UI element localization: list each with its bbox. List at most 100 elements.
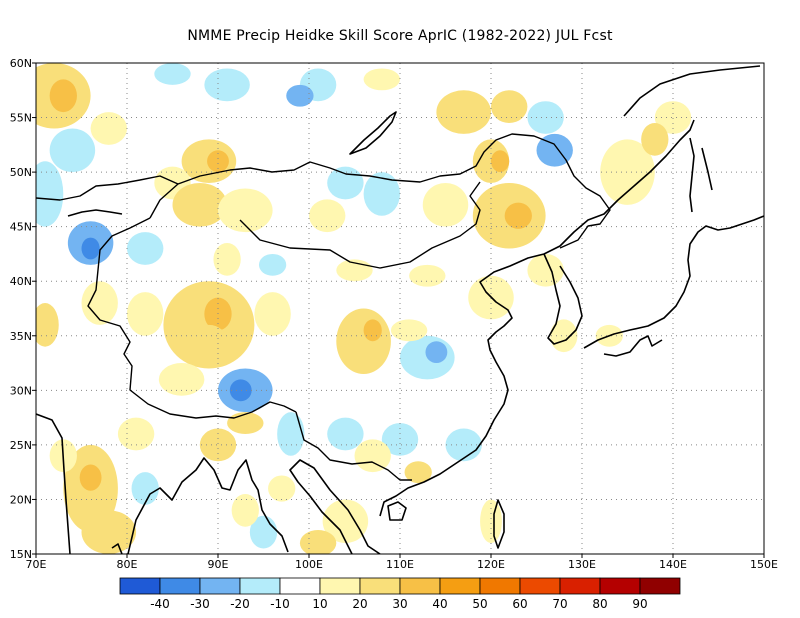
colorbar-label: 20 [352,597,367,611]
coastline-sri-lanka [111,543,123,554]
longitude-tick: 130E [568,558,596,571]
skill-patch [327,166,364,200]
skill-patch [536,133,573,167]
skill-patch [390,319,428,342]
skill-patch [654,101,692,134]
skill-patch [36,161,64,227]
skill-patch [363,172,400,216]
coastline-mainland [36,119,695,554]
skill-patch [81,281,118,325]
skill-patch [527,101,564,134]
skill-patch [190,324,228,358]
latitude-tick-labels: 15N 20N 25N 30N 35N 40N 45N 50N 55N 60N [10,57,36,561]
colorbar-swatch [599,577,641,595]
colorbar-swatch [519,577,561,595]
skill-patch [354,439,391,473]
colorbar-swatch [279,577,321,595]
skill-patch [381,423,419,456]
colorbar-label: 80 [592,597,607,611]
skill-score-field [36,63,692,554]
skill-patch [231,493,259,527]
latitude-tick: 40N [10,275,32,288]
longitude-tick: 90E [208,558,229,571]
skill-patch [158,363,205,396]
latitude-tick: 60N [10,57,32,70]
coastline-taiwan [493,499,505,549]
skill-patch [600,139,655,205]
skill-patch [363,319,382,342]
colorbar-label: -30 [190,597,210,611]
skill-patch [199,428,237,462]
coastline-okhotsk [623,65,761,117]
skill-patch [422,183,469,227]
skill-patch [491,90,528,124]
colorbar-label: 30 [392,597,407,611]
colorbar-label: -40 [150,597,170,611]
colorbar-swatch [359,577,401,595]
colorbar-label: 40 [432,597,447,611]
skill-patch [204,68,250,102]
border-southwest [295,411,412,481]
country-borders [36,133,611,481]
skill-patch [309,199,346,233]
latitude-tick: 20N [10,493,32,506]
skill-patch [213,243,241,276]
skill-patch [363,68,400,91]
skill-patch [49,79,77,113]
skill-patch [131,472,159,505]
skill-patch [641,123,669,156]
border-kazakh [36,175,179,201]
border-mongolia-south [239,181,481,269]
lake-balkhash [67,209,123,217]
skill-patch [154,63,191,85]
skill-patch [327,417,364,451]
skill-patch [299,529,337,554]
skill-patch [527,253,564,287]
longitude-tick: 120E [477,558,505,571]
skill-patch [81,237,100,260]
colorbar-swatch [399,577,441,595]
colorbar-label: 70 [552,597,567,611]
coastline-hainan [387,501,407,521]
colorbar-label: 50 [472,597,487,611]
skill-patch [207,150,229,173]
longitude-tick: 110E [386,558,414,571]
lake-baikal [349,111,397,155]
longitude-tick: 80E [117,558,138,571]
skill-patch [436,90,492,134]
colorbar-label: -10 [270,597,290,611]
skill-patch [258,253,287,276]
skill-patch [254,292,291,336]
skill-patch [81,510,137,554]
skill-patch [218,188,273,233]
colorbar-swatch [119,577,161,595]
map-title: NMME Precip Heidke Skill Score AprIC (19… [187,28,613,44]
skill-patch [49,128,96,173]
colorbar-swatch [239,577,281,595]
longitude-tick-labels: 70E 80E 90E 100E 110E 120E 130E 140E 150E [26,554,778,571]
skill-patch [286,84,314,107]
colorbar-label: 60 [512,597,527,611]
skill-patch [491,150,510,173]
skill-patch [480,499,502,544]
skill-patch [227,412,264,434]
skill-patch [79,464,102,491]
latitude-tick: 50N [10,166,32,179]
latitude-tick: 15N [10,548,32,561]
border-west [87,217,297,419]
skill-patch [229,379,252,402]
skill-patch [550,319,578,353]
skill-patch [127,292,164,336]
colorbar-swatch [319,577,361,595]
skill-patch [127,232,164,265]
longitude-tick: 150E [750,558,778,571]
colorbar-label: 90 [632,597,647,611]
longitude-tick: 70E [26,558,47,571]
latitude-tick: 55N [10,112,32,125]
colorbar-swatch [639,577,681,595]
colorbar-swatch [559,577,601,595]
longitude-tick: 140E [659,558,687,571]
skill-patch [336,308,391,374]
colorbar-label: 10 [312,597,327,611]
colorbar-swatch [159,577,201,595]
